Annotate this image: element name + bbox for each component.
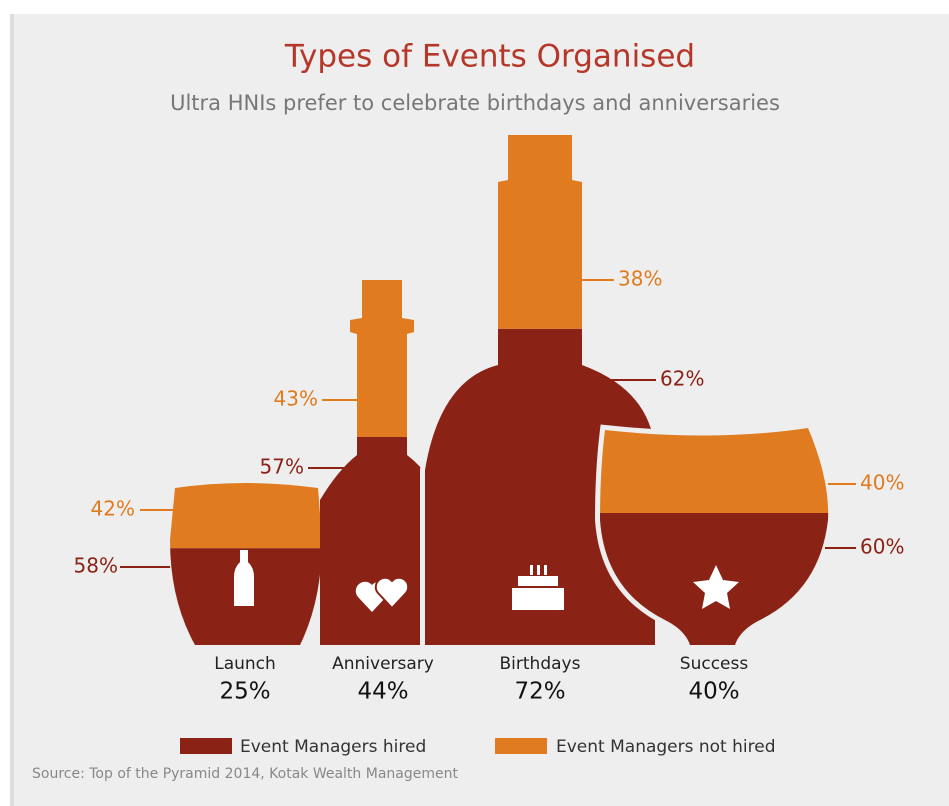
star-icon (693, 565, 739, 609)
share-label: 25% (219, 679, 270, 705)
value-label: 62% (660, 367, 704, 391)
legend-label: Event Managers hired (240, 737, 426, 757)
legend-label: Event Managers not hired (556, 737, 776, 757)
value-label: 57% (260, 455, 304, 479)
segment-not-hired (170, 483, 322, 549)
share-label: 44% (357, 679, 408, 705)
category-label: Birthdays (500, 654, 581, 674)
value-label: 38% (618, 267, 662, 291)
value-label: 60% (860, 535, 904, 559)
legend-swatch (495, 738, 547, 754)
border (10, 14, 14, 806)
value-label: 43% (274, 387, 318, 411)
category-label: Anniversary (332, 654, 434, 674)
labels: 58% 42% Launch 25% 57% 43% Anniversary 44% 62% 38… (74, 267, 905, 705)
legend-swatch (180, 738, 232, 754)
share-label: 40% (688, 679, 739, 705)
source: Source: Top of the Pyramid 2014, Kotak W… (32, 766, 458, 782)
category-label: Launch (214, 654, 276, 674)
icons (234, 550, 739, 612)
chart-title: Types of Events Organised (284, 39, 695, 75)
bottle-icon (234, 550, 254, 606)
segment-not-hired (600, 428, 829, 513)
cake-icon (512, 565, 564, 610)
value-label: 40% (860, 471, 904, 495)
value-label: 58% (74, 554, 118, 578)
value-label: 42% (91, 497, 135, 521)
heart-icon (374, 576, 410, 610)
category-label: Success (680, 654, 749, 674)
chart-subtitle: Ultra HNIs prefer to celebrate birthdays… (170, 91, 780, 115)
share-label: 72% (514, 679, 565, 705)
